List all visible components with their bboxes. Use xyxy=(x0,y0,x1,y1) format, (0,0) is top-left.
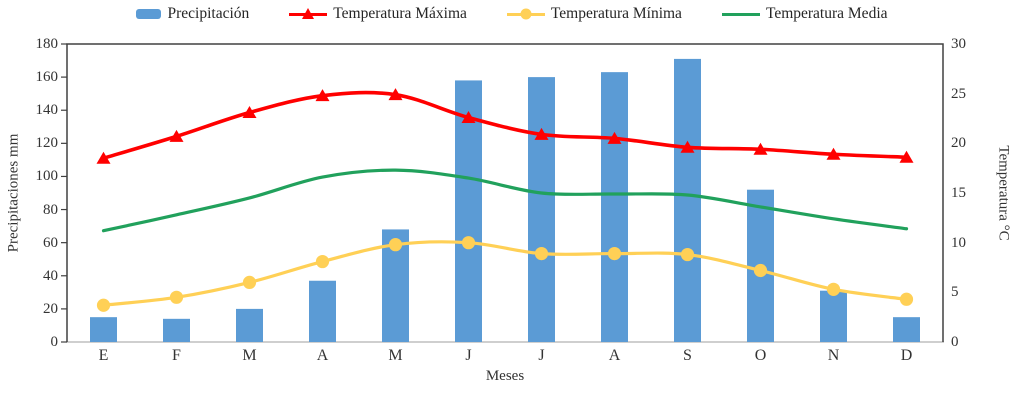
triangle-marker-icon xyxy=(302,8,315,19)
x-tick-label-1: F xyxy=(172,347,181,364)
circle-marker xyxy=(607,246,622,261)
legend-label: Temperatura Mínima xyxy=(550,5,682,22)
circle-marker xyxy=(242,275,257,289)
line-swatch-icon xyxy=(721,7,760,21)
line-temperatura-mínima xyxy=(101,240,909,307)
legend-item-precipitacion: Precipitación xyxy=(136,5,249,23)
bar-E-0 xyxy=(90,317,117,342)
legend-item-temperatura-media: Temperatura Media xyxy=(721,5,888,23)
bar-A-7 xyxy=(601,72,628,342)
x-axis-title: Meses xyxy=(485,368,525,384)
x-tick-label-4: M xyxy=(388,347,403,364)
y-left-tick-label: 180 xyxy=(35,36,59,52)
legend-label: Temperatura Máxima xyxy=(333,5,467,22)
circle-marker xyxy=(753,263,768,278)
bar-M-2 xyxy=(236,308,263,342)
y-left-tick-label: 120 xyxy=(35,135,59,152)
x-tick-label-6: J xyxy=(538,347,545,364)
x-tick-label-3: A xyxy=(316,347,329,364)
x-tick-label-0: E xyxy=(98,347,109,364)
circle-marker-icon xyxy=(520,8,532,20)
x-tick-label-5: J xyxy=(465,347,472,364)
triangle-marker xyxy=(315,89,330,102)
y-right-tick-label: 10 xyxy=(951,234,966,251)
circle-marker xyxy=(388,238,403,252)
x-tick-label-9: O xyxy=(754,347,767,364)
legend-item-temperatura-maxima: Temperatura Máxima xyxy=(289,5,467,23)
bar-F-1 xyxy=(163,318,190,342)
y-left-tick-label: 140 xyxy=(35,102,59,119)
bar-A-3 xyxy=(309,280,336,342)
triangle-marker xyxy=(388,88,403,101)
triangle-marker xyxy=(461,111,476,124)
triangle-marker xyxy=(242,106,257,119)
x-tick-label-2: M xyxy=(242,347,257,364)
triangle-marker xyxy=(826,147,841,160)
y-left-tick-label: 20 xyxy=(43,300,58,317)
line-temperatura-media xyxy=(101,168,909,233)
circle-marker xyxy=(169,290,184,304)
triangle-marker xyxy=(753,142,768,155)
y-right-tick-label: 5 xyxy=(951,284,959,301)
circle-marker xyxy=(96,298,111,312)
y-left-tick-label: 160 xyxy=(35,69,59,86)
y-left-tick-label: 80 xyxy=(43,201,58,218)
circle-marker xyxy=(461,236,476,250)
y-axis-title-right: Temperatura °C xyxy=(995,145,1012,241)
y-left-tick-label: 0 xyxy=(50,334,59,350)
y-right-tick-label: 0 xyxy=(951,334,959,350)
legend-label: Temperatura Media xyxy=(765,5,888,22)
circle-marker xyxy=(826,282,841,296)
circle-marker xyxy=(315,254,330,269)
bar-D-11 xyxy=(893,317,920,342)
bar-S-8 xyxy=(674,58,701,343)
y-right-tick-label: 15 xyxy=(951,185,966,201)
x-tick-label-10: N xyxy=(827,347,840,364)
triangle-marker xyxy=(96,151,111,164)
bar-swatch-icon xyxy=(136,9,162,19)
x-tick-label-11: D xyxy=(900,347,913,364)
legend-item-temperatura-minima: Temperatura Mínima xyxy=(506,5,682,23)
plot-area xyxy=(61,43,944,343)
y-left-tick-label: 100 xyxy=(35,168,59,185)
triangle-marker xyxy=(607,131,622,144)
triangle-marker xyxy=(680,140,695,153)
triangle-marker xyxy=(534,127,549,140)
bar-J-6 xyxy=(528,77,555,342)
line-temperatura-máxima xyxy=(101,90,909,161)
plot-border xyxy=(66,43,944,342)
line-triangle-swatch-icon xyxy=(289,7,328,21)
triangle-marker xyxy=(169,129,184,142)
circle-marker xyxy=(534,246,549,261)
chart-legend: Precipitación Temperatura Máxima Tempera… xyxy=(0,5,1024,23)
bar-N-10 xyxy=(820,290,847,342)
y-left-tick-label: 40 xyxy=(43,267,58,284)
y-right-tick-label: 25 xyxy=(951,85,966,102)
triangle-marker xyxy=(899,150,914,163)
y-left-tick-label: 60 xyxy=(43,234,58,251)
y-right-tick-label: 20 xyxy=(951,135,966,152)
x-tick-label-8: S xyxy=(683,347,692,364)
y-right-tick-label: 30 xyxy=(951,36,966,52)
x-tick-label-7: A xyxy=(608,347,621,364)
legend-label: Precipitación xyxy=(167,5,250,22)
bar-J-5 xyxy=(455,80,482,342)
line-circle-swatch-icon xyxy=(506,7,545,21)
circle-marker xyxy=(899,292,914,306)
circle-marker xyxy=(680,247,695,262)
